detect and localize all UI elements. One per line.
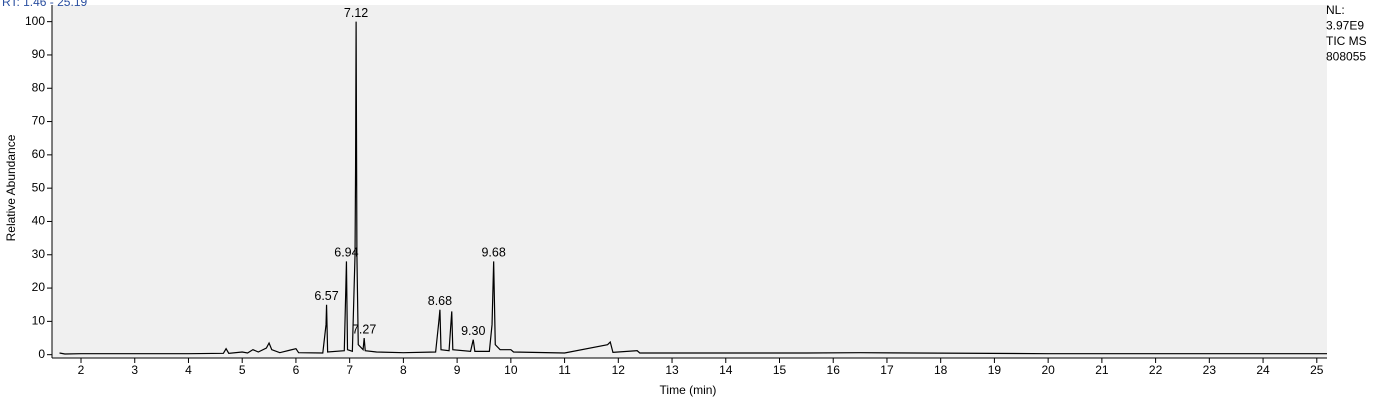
y-tick-label: 30 — [32, 247, 46, 261]
peak-label: 8.68 — [428, 294, 452, 308]
peak-label: 9.68 — [481, 246, 505, 260]
x-tick-label: 14 — [719, 363, 733, 377]
x-tick-label: 19 — [988, 363, 1002, 377]
normalization-label: NL: — [1326, 3, 1345, 17]
y-axis-label: Relative Abundance — [4, 134, 18, 241]
x-tick-label: 20 — [1041, 363, 1055, 377]
trace — [59, 21, 1327, 355]
y-tick-label: 0 — [38, 347, 45, 361]
x-tick-label: 10 — [504, 363, 518, 377]
x-axis-label: Time (min) — [660, 383, 717, 397]
x-tick-label: 22 — [1149, 363, 1163, 377]
x-tick-label: 11 — [558, 363, 571, 377]
normalization-label: 3.97E9 — [1326, 19, 1364, 33]
y-tick-label: 10 — [32, 314, 46, 328]
peak-label: 7.12 — [344, 6, 368, 20]
peak-label: 6.94 — [334, 246, 358, 260]
x-tick-label: 4 — [185, 363, 192, 377]
peak-label: 9.30 — [461, 324, 485, 338]
x-tick-label: 5 — [239, 363, 246, 377]
x-tick-label: 15 — [773, 363, 787, 377]
x-tick-label: 21 — [1095, 363, 1109, 377]
x-tick-label: 8 — [400, 363, 407, 377]
normalization-label: 808055 — [1326, 50, 1366, 64]
peak-label: 6.57 — [314, 289, 338, 303]
x-tick-label: 12 — [612, 363, 626, 377]
x-tick-label: 3 — [131, 363, 138, 377]
x-tick-label: 25 — [1310, 363, 1324, 377]
y-tick-label: 40 — [32, 214, 46, 228]
x-tick-label: 18 — [934, 363, 948, 377]
y-tick-label: 90 — [32, 47, 46, 61]
y-tick-label: 50 — [32, 180, 46, 194]
x-tick-label: 24 — [1256, 363, 1270, 377]
x-tick-label: 9 — [454, 363, 461, 377]
normalization-label: TIC MS — [1326, 34, 1367, 48]
x-tick-label: 2 — [78, 363, 85, 377]
y-tick-label: 70 — [32, 114, 46, 128]
y-tick-label: 20 — [32, 280, 46, 294]
x-tick-label: 16 — [827, 363, 841, 377]
x-tick-label: 13 — [665, 363, 679, 377]
plot-area — [52, 5, 1327, 358]
x-tick-label: 7 — [346, 363, 353, 377]
chart-title: RT: 1.46 - 25.19 — [2, 0, 87, 9]
x-tick-label: 6 — [293, 363, 300, 377]
y-tick-label: 100 — [25, 14, 45, 28]
x-tick-label: 17 — [880, 363, 894, 377]
x-tick-label: 23 — [1203, 363, 1217, 377]
peak-label: 7.27 — [352, 322, 376, 336]
y-tick-label: 60 — [32, 147, 46, 161]
y-tick-label: 80 — [32, 80, 46, 94]
